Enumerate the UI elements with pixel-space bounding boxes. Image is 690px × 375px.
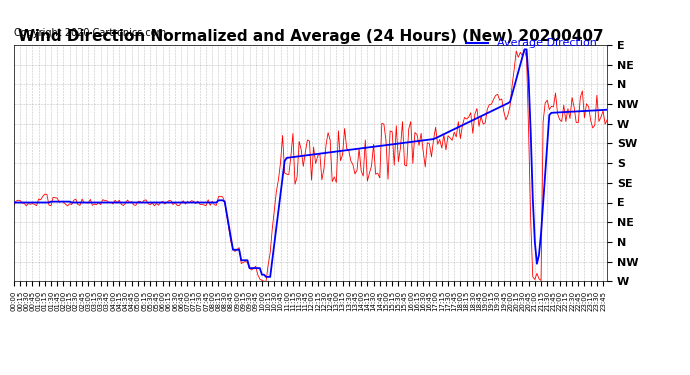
Title: Wind Direction Normalized and Average (24 Hours) (New) 20200407: Wind Direction Normalized and Average (2… — [18, 29, 603, 44]
Text: Copyright 2020 Cartronics.com: Copyright 2020 Cartronics.com — [14, 28, 166, 39]
Legend: Average Direction: Average Direction — [462, 34, 602, 53]
